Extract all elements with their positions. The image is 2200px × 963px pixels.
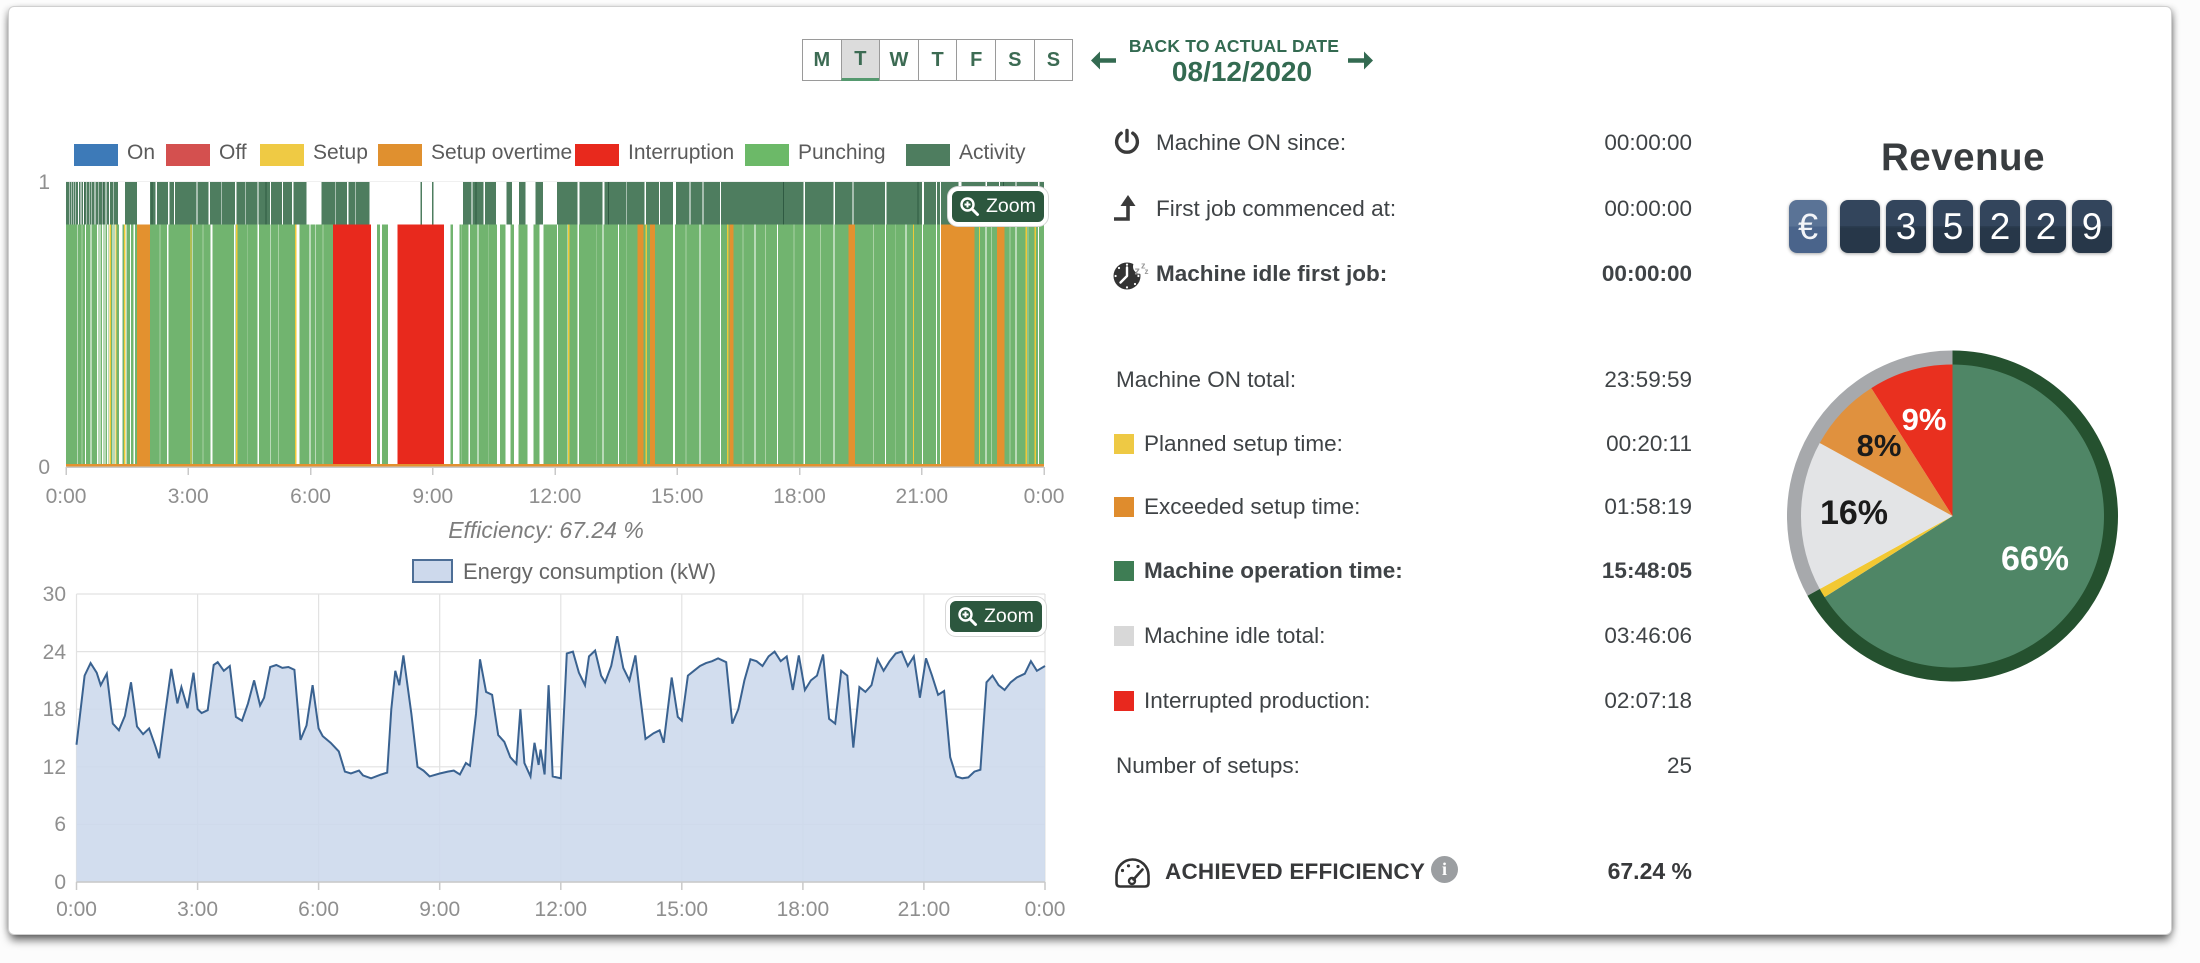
svg-text:6:00: 6:00 <box>298 898 339 921</box>
svg-text:0:00: 0:00 <box>56 898 97 921</box>
svg-text:12:00: 12:00 <box>529 485 582 508</box>
svg-text:6: 6 <box>54 813 66 836</box>
svg-text:66%: 66% <box>2001 540 2069 578</box>
svg-text:24: 24 <box>43 641 67 664</box>
svg-text:12:00: 12:00 <box>535 898 588 921</box>
svg-text:0:00: 0:00 <box>46 485 87 508</box>
svg-text:15:00: 15:00 <box>656 898 709 921</box>
svg-text:16%: 16% <box>1820 494 1888 532</box>
svg-text:3:00: 3:00 <box>177 898 218 921</box>
svg-text:0:00: 0:00 <box>1025 898 1066 921</box>
svg-text:15:00: 15:00 <box>651 485 704 508</box>
svg-text:9:00: 9:00 <box>412 485 453 508</box>
svg-text:3:00: 3:00 <box>168 485 209 508</box>
svg-text:12: 12 <box>43 756 66 779</box>
svg-text:0: 0 <box>38 456 50 479</box>
svg-text:18:00: 18:00 <box>773 485 826 508</box>
svg-text:30: 30 <box>43 583 66 606</box>
svg-text:9:00: 9:00 <box>419 898 460 921</box>
svg-text:0:00: 0:00 <box>1024 485 1065 508</box>
svg-text:21:00: 21:00 <box>896 485 949 508</box>
svg-text:9%: 9% <box>1902 402 1947 437</box>
svg-text:21:00: 21:00 <box>898 898 951 921</box>
svg-text:1: 1 <box>38 171 50 194</box>
svg-text:z: z <box>1141 261 1146 271</box>
svg-text:0: 0 <box>54 871 66 894</box>
svg-text:z: z <box>1135 266 1141 278</box>
svg-text:18: 18 <box>43 698 66 721</box>
svg-text:18:00: 18:00 <box>777 898 830 921</box>
svg-text:6:00: 6:00 <box>290 485 331 508</box>
svg-text:8%: 8% <box>1857 428 1902 463</box>
svg-text:z: z <box>1145 267 1149 276</box>
